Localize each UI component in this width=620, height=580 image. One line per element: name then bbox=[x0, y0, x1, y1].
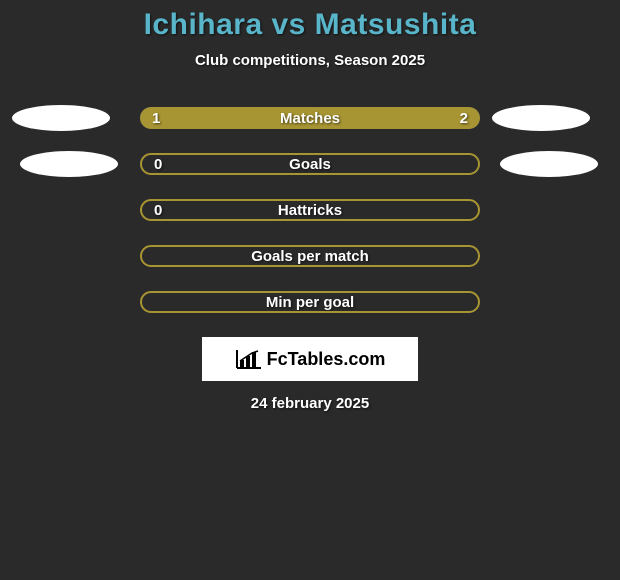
page-title: Ichihara vs Matsushita bbox=[144, 8, 477, 42]
stat-bar: 0 Hattricks bbox=[140, 199, 480, 221]
stat-value-left: 0 bbox=[154, 202, 162, 219]
stat-value-right: 2 bbox=[460, 110, 468, 127]
stat-label: Matches bbox=[280, 110, 340, 127]
comparison-infographic: Ichihara vs Matsushita Club competitions… bbox=[0, 0, 620, 412]
stat-bar: Goals per match bbox=[140, 245, 480, 267]
player-marker-left bbox=[12, 105, 110, 131]
stat-bar: Min per goal bbox=[140, 291, 480, 313]
stat-row: 0 Goals bbox=[0, 153, 620, 175]
player-marker-left bbox=[20, 151, 118, 177]
stat-row: Goals per match bbox=[0, 245, 620, 267]
stat-label: Goals per match bbox=[251, 248, 369, 265]
stat-label: Goals bbox=[289, 156, 331, 173]
stat-row: 0 Hattricks bbox=[0, 199, 620, 221]
player-marker-right bbox=[500, 151, 598, 177]
stat-label: Min per goal bbox=[266, 294, 354, 311]
logo-text: FcTables.com bbox=[267, 349, 386, 370]
stat-rows: 1 2 Matches 0 Goals 0 Hattricks Goals per match… bbox=[0, 107, 620, 313]
bar-chart-icon bbox=[235, 348, 263, 370]
stat-bar: 1 2 Matches bbox=[140, 107, 480, 129]
stat-bar: 0 Goals bbox=[140, 153, 480, 175]
stat-label: Hattricks bbox=[278, 202, 342, 219]
stat-value-left: 1 bbox=[152, 110, 160, 127]
player-marker-right bbox=[492, 105, 590, 131]
page-subtitle: Club competitions, Season 2025 bbox=[195, 52, 425, 69]
fctables-logo: FcTables.com bbox=[202, 337, 418, 381]
stat-row: Min per goal bbox=[0, 291, 620, 313]
stat-row: 1 2 Matches bbox=[0, 107, 620, 129]
stat-value-left: 0 bbox=[154, 156, 162, 173]
date-label: 24 february 2025 bbox=[251, 395, 369, 412]
